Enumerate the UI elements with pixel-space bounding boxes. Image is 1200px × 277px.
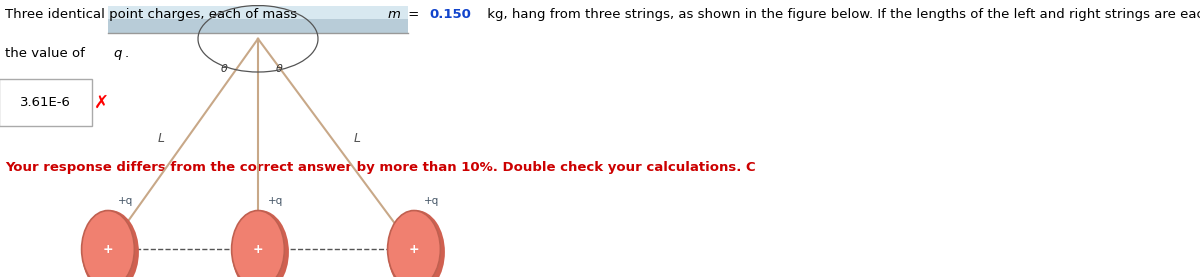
Text: kg, hang from three strings, as shown in the figure below. If the lengths of the: kg, hang from three strings, as shown in…: [484, 8, 1200, 21]
Text: θ: θ: [276, 64, 283, 74]
Ellipse shape: [232, 210, 289, 277]
Text: +: +: [253, 243, 263, 256]
Text: ✗: ✗: [94, 94, 109, 111]
Ellipse shape: [82, 210, 139, 277]
Text: θ: θ: [221, 64, 228, 74]
Text: +q: +q: [118, 196, 133, 206]
Text: L: L: [158, 132, 164, 145]
Text: +q: +q: [424, 196, 439, 206]
Text: L: L: [354, 132, 361, 145]
Text: 0.150: 0.150: [428, 8, 470, 21]
Text: m: m: [388, 8, 400, 21]
Text: 3.61E-6: 3.61E-6: [20, 96, 71, 109]
Text: Three identical point charges, each of mass: Three identical point charges, each of m…: [5, 8, 301, 21]
Text: =: =: [404, 8, 424, 21]
Bar: [108, 6, 408, 19]
Text: +q: +q: [268, 196, 283, 206]
Text: +: +: [103, 243, 113, 256]
Text: Your response differs from the correct answer by more than 10%. Double check you: Your response differs from the correct a…: [5, 161, 756, 174]
Ellipse shape: [82, 211, 134, 277]
Text: +: +: [409, 243, 419, 256]
Text: the value of: the value of: [5, 47, 89, 60]
Ellipse shape: [388, 210, 445, 277]
Text: .: .: [124, 47, 128, 60]
Text: q: q: [113, 47, 121, 60]
Ellipse shape: [232, 211, 284, 277]
Bar: [108, 19, 408, 33]
Ellipse shape: [388, 211, 440, 277]
FancyBboxPatch shape: [0, 79, 92, 126]
